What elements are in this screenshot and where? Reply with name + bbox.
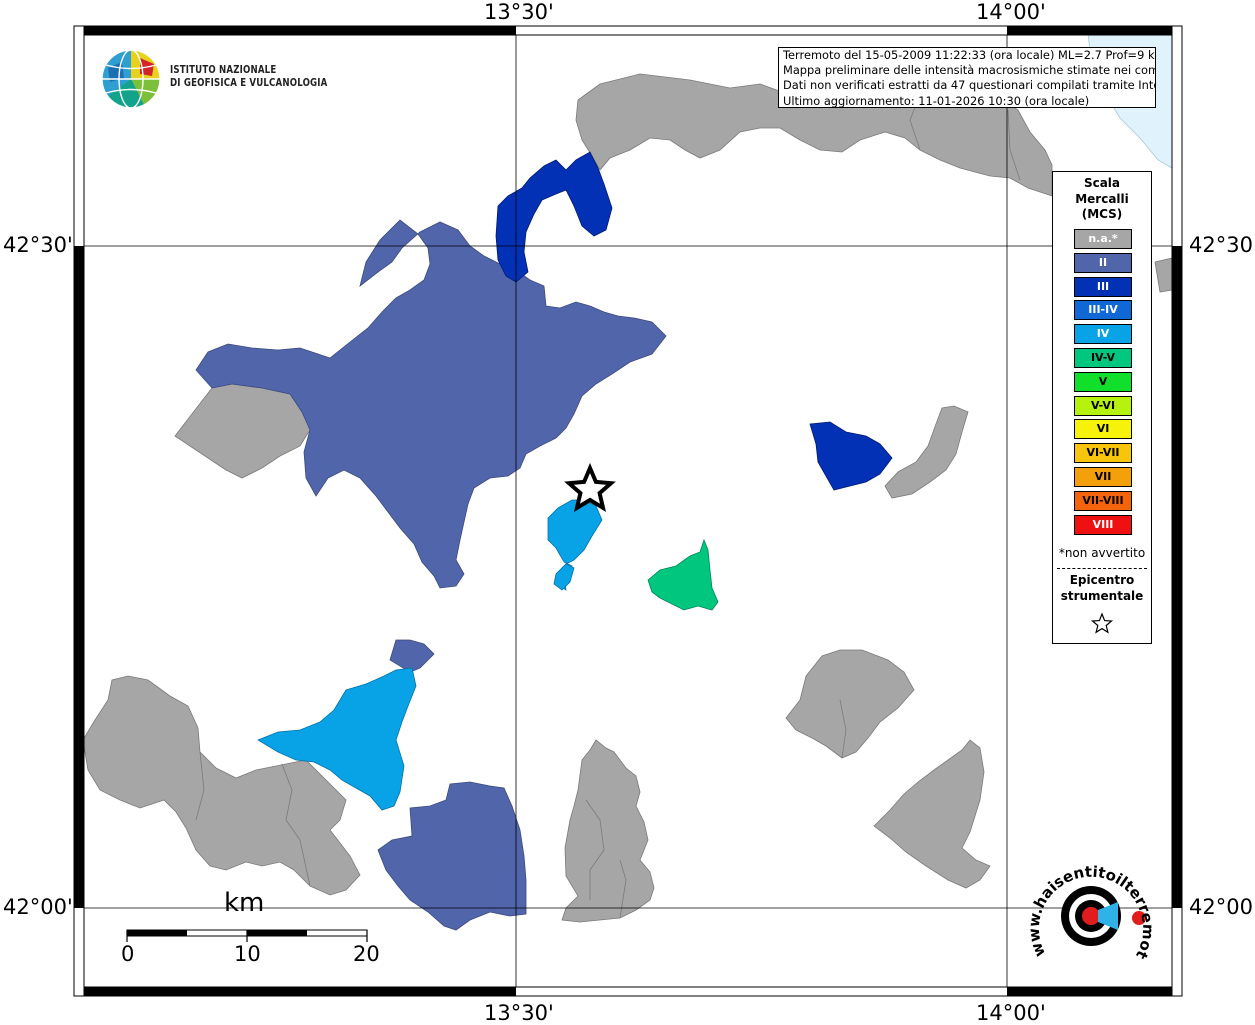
event-info-box: Terremoto del 15-05-2009 11:22:33 (ora l… bbox=[778, 47, 1156, 108]
lon-label-bottom-1400: 14°00' bbox=[976, 1001, 1046, 1025]
area-na-southeast-a bbox=[785, 649, 915, 759]
area-iv-southwest bbox=[257, 667, 417, 811]
legend-item-iii: III bbox=[1074, 276, 1132, 297]
legend-item-iv: IV bbox=[1074, 324, 1132, 345]
ingv-name-line2: DI GEOFISICA E VULCANOLOGIA bbox=[170, 77, 328, 89]
ingv-globe-icon bbox=[101, 49, 161, 109]
legend-separator bbox=[1057, 568, 1147, 569]
legend-title-line3: (MCS) bbox=[1081, 207, 1123, 221]
hai-sentito-logo: www.haisentitoilterremoto.it bbox=[1021, 848, 1157, 974]
legend-epicenter-line1: Epicentro bbox=[1069, 573, 1135, 587]
lon-label-top-1400: 14°00' bbox=[976, 0, 1046, 24]
scale-tick-0: 0 bbox=[121, 942, 135, 966]
legend-item-ii: II bbox=[1074, 252, 1132, 273]
area-na-east bbox=[884, 405, 969, 499]
legend-epicenter-line2: strumentale bbox=[1060, 589, 1144, 603]
ingv-logo: ISTITUTO NAZIONALE DI GEOFISICA E VULCAN… bbox=[100, 48, 327, 112]
lat-label-left-4200: 42°00' bbox=[3, 895, 73, 919]
scale-bar-graphic bbox=[126, 929, 368, 942]
lat-label-right-4230: 42°30' bbox=[1189, 233, 1255, 257]
ingv-name-line1: ISTITUTO NAZIONALE bbox=[170, 64, 277, 76]
legend-item-v: V bbox=[1074, 371, 1132, 392]
area-iv-center-small bbox=[553, 563, 575, 591]
legend-item-v-vi: V-VI bbox=[1074, 395, 1132, 416]
lat-label-left-4230: 42°30' bbox=[3, 233, 73, 257]
legend-title-line2: Mercalli bbox=[1075, 191, 1129, 206]
municipalities-intensity-iv bbox=[257, 499, 603, 811]
map-description-line: Mappa preliminare delle intensità macros… bbox=[783, 63, 1156, 78]
area-iv-v bbox=[647, 538, 719, 611]
data-source-line: Dati non verificati estratti da 47 quest… bbox=[783, 78, 1156, 93]
legend-item-vii-viii: VII-VIII bbox=[1074, 490, 1132, 511]
municipalities-not-felt bbox=[82, 73, 1173, 923]
area-iii-east bbox=[809, 421, 893, 491]
legend-title-line1: Scala bbox=[1083, 176, 1121, 190]
last-update-line: Ultimo aggiornamento: 11-01-2026 10:30 (… bbox=[783, 93, 1090, 108]
area-ii-large bbox=[195, 219, 667, 589]
area-iii-north bbox=[495, 151, 613, 283]
legend-item-vii: VII bbox=[1074, 466, 1132, 487]
graticule bbox=[74, 26, 1182, 996]
scale-bar: km 0 10 20 bbox=[110, 888, 390, 972]
hai-sentito-logo-graphic: www.haisentitoilterremoto.it bbox=[1021, 848, 1157, 962]
legend-item-iv-v: IV-V bbox=[1074, 347, 1132, 368]
area-na-southeast-b bbox=[873, 739, 991, 889]
event-info-line: Terremoto del 15-05-2009 11:22:33 (ora l… bbox=[783, 48, 1156, 62]
scale-unit-label: km bbox=[224, 888, 265, 918]
area-na-south bbox=[561, 739, 655, 923]
epicenter-star-icon bbox=[564, 462, 616, 512]
municipalities-intensity-iv-v bbox=[647, 538, 719, 611]
legend-item-vi-vii: VI-VII bbox=[1074, 443, 1132, 464]
legend-item-iii-iv: III-IV bbox=[1074, 300, 1132, 321]
lon-label-bottom-1330: 13°30' bbox=[484, 1001, 554, 1025]
municipalities-intensity-ii bbox=[195, 219, 667, 931]
legend-item-na: n.a.* bbox=[1074, 229, 1132, 249]
map-frame bbox=[73, 25, 1183, 997]
legend-star-icon bbox=[1090, 612, 1114, 634]
area-ii-southcentral bbox=[377, 781, 527, 931]
legend-items: n.a.* II III III-IV IV IV-V V V-VI VI VI… bbox=[1074, 229, 1132, 538]
legend-item-vi: VI bbox=[1074, 419, 1132, 440]
lat-label-right-4200: 42°00' bbox=[1189, 895, 1255, 919]
legend-epicenter-label: Epicentro strumentale bbox=[1053, 572, 1151, 604]
municipalities-intensity-iii bbox=[495, 151, 893, 491]
area-na-southwest bbox=[82, 675, 361, 896]
mcs-legend: Scala Mercalli (MCS) n.a.* II III III-IV… bbox=[1052, 171, 1152, 644]
legend-title: Scala Mercalli (MCS) bbox=[1053, 176, 1151, 223]
lon-label-top-1330: 13°30' bbox=[484, 0, 554, 24]
legend-item-viii: VIII bbox=[1074, 514, 1132, 535]
scale-tick-10: 10 bbox=[234, 942, 261, 966]
legend-note: *non avvertito bbox=[1058, 546, 1146, 560]
scale-tick-20: 20 bbox=[353, 942, 380, 966]
